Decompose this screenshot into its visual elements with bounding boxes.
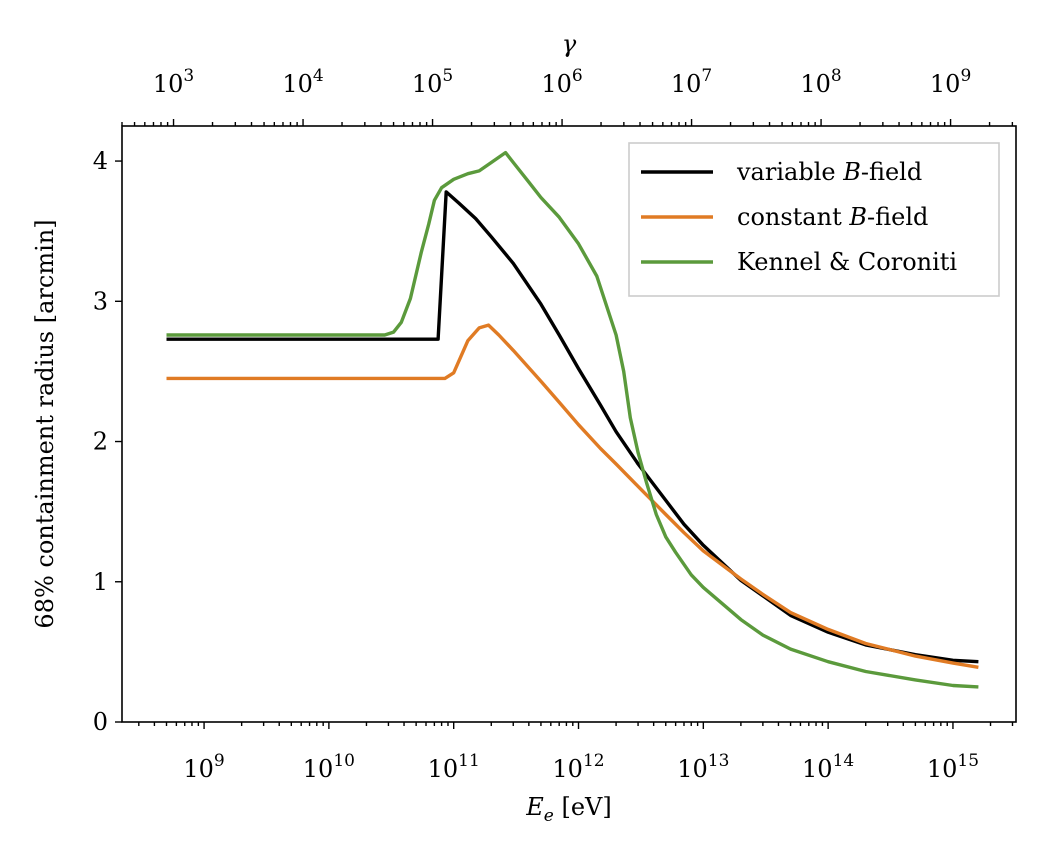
x-tick-label: 1010 — [303, 751, 355, 783]
x-tick-label: 1013 — [677, 751, 729, 783]
series-line-1 — [166, 323, 979, 669]
x2-tick-label: 107 — [671, 66, 712, 98]
x-tick-label: 1012 — [552, 751, 604, 783]
x2-axis-label: γ — [562, 30, 577, 58]
series-line-2 — [166, 150, 979, 689]
x-axis-label: Ee [eV] — [525, 793, 611, 826]
legend: variable B-field constant B-field Kennel &… — [628, 142, 1000, 297]
legend-label-1: constant B-field — [737, 203, 928, 231]
x2-tick-label: 103 — [153, 66, 194, 98]
x2-tick-label: 109 — [930, 66, 971, 98]
y-tick-label: 3 — [93, 287, 108, 315]
y-tick-label: 0 — [93, 708, 108, 736]
x-tick-label: 109 — [183, 751, 224, 783]
y-tick-label: 2 — [93, 428, 108, 456]
x2-tick-label: 104 — [282, 66, 323, 98]
series-layer — [166, 150, 979, 689]
x2-tick-label: 108 — [800, 66, 841, 98]
x2-tick-label: 106 — [541, 66, 582, 98]
x-tick-label: 1014 — [802, 751, 854, 783]
legend-box — [628, 142, 1000, 297]
y-tick-label: 1 — [93, 568, 108, 596]
y-tick-label: 4 — [93, 147, 108, 175]
series-line-0 — [166, 190, 979, 664]
x-tick-label: 1011 — [428, 751, 480, 783]
legend-label-2: Kennel & Coroniti — [737, 248, 957, 276]
x-tick-label: 1015 — [927, 751, 979, 783]
legend-label-0: variable B-field — [736, 158, 922, 186]
y-axis-label: 68% containment radius [arcmin] — [31, 219, 59, 628]
plot-frame — [121, 125, 1017, 723]
x2-tick-label: 105 — [412, 66, 453, 98]
